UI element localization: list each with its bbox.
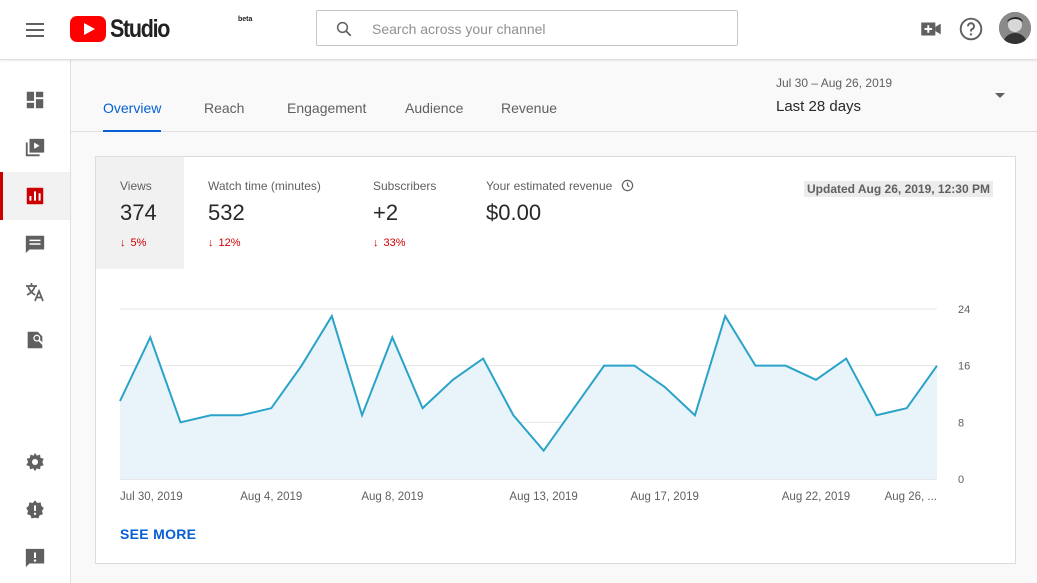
youtube-logo-icon <box>70 16 106 42</box>
sidebar-item-send-feedback[interactable] <box>0 534 70 582</box>
search-box <box>316 10 738 46</box>
x-tick-label: Jul 30, 2019 <box>120 491 183 503</box>
sidebar <box>0 60 71 583</box>
date-range-label: Last 28 days <box>776 98 862 115</box>
help-icon[interactable] <box>958 16 984 42</box>
tab-audience[interactable]: Audience <box>405 100 464 116</box>
gear-icon <box>26 452 44 472</box>
dashboard-icon <box>26 91 44 109</box>
sidebar-item-dashboard[interactable] <box>0 76 70 124</box>
chart-series-line <box>119 313 938 453</box>
see-more-link[interactable]: SEE MORE <box>120 526 197 542</box>
tab-engagement[interactable]: Engagement <box>287 100 367 116</box>
metric-change: ↓ 5% <box>120 237 147 249</box>
updated-timestamp: Updated Aug 26, 2019, 12:30 PM <box>804 181 993 197</box>
sidebar-item-analytics[interactable] <box>0 172 70 220</box>
sidebar-item-comments[interactable] <box>0 220 70 268</box>
tab-reach[interactable]: Reach <box>204 100 245 116</box>
x-tick-label: Aug 8, 2019 <box>361 491 423 503</box>
chevron-down-icon[interactable] <box>995 93 1005 98</box>
date-range-dates: Jul 30 – Aug 26, 2019 <box>776 76 893 90</box>
chart-area-fill <box>120 316 937 479</box>
search-icon[interactable] <box>335 20 353 38</box>
main-content: Overview Reach Engagement Audience Reven… <box>71 60 1037 583</box>
clock-icon[interactable] <box>621 179 634 192</box>
overview-card: Views 374 ↓ 5% Watch time (minutes) 532 ↓… <box>95 156 1016 564</box>
x-tick-label: Aug 26, ... <box>885 491 937 503</box>
metric-change: ↓ 33% <box>373 237 406 249</box>
metric-views[interactable]: Views 374 ↓ 5% <box>96 157 184 269</box>
feedback-icon <box>25 548 45 568</box>
metric-watch-time[interactable]: Watch time (minutes) 532 ↓ 12% <box>184 157 349 269</box>
sidebar-item-feedback[interactable] <box>0 486 70 534</box>
metric-value: $0.00 <box>486 200 542 225</box>
y-tick-label: 0 <box>958 474 964 486</box>
video-library-icon <box>25 138 45 157</box>
x-tick-label: Aug 17, 2019 <box>630 491 698 503</box>
comments-icon <box>25 235 45 254</box>
views-chart: 24 16 8 0 Jul 30, 2019 Aug 4, 2019 Aug 8, 2019… <box>119 304 970 503</box>
arrow-down-icon: ↓ <box>373 237 379 249</box>
alert-icon <box>26 500 44 519</box>
copyright-search-icon <box>27 331 44 349</box>
logo-text: Studio <box>110 14 170 43</box>
arrow-down-icon: ↓ <box>120 237 126 249</box>
avatar-image <box>999 12 1031 44</box>
tabs-bar: Overview Reach Engagement Audience Reven… <box>71 60 1037 132</box>
menu-icon[interactable] <box>22 17 48 43</box>
metric-label: Subscribers <box>373 179 437 193</box>
metric-change: ↓ 12% <box>208 237 241 249</box>
studio-logo[interactable]: Studio beta <box>70 14 252 44</box>
metric-label: Views <box>120 179 152 193</box>
sidebar-item-subtitles[interactable] <box>0 268 70 316</box>
y-tick-label: 8 <box>958 417 964 429</box>
metric-label: Watch time (minutes) <box>208 179 321 193</box>
metric-value: 374 <box>120 200 157 225</box>
arrow-down-icon: ↓ <box>208 237 214 249</box>
metric-value: +2 <box>373 200 399 225</box>
metric-subscribers[interactable]: Subscribers +2 ↓ 33% <box>349 157 462 269</box>
metric-label: Your estimated revenue <box>486 179 634 193</box>
y-tick-label: 16 <box>958 361 970 373</box>
avatar[interactable] <box>999 12 1031 44</box>
x-tick-label: Aug 13, 2019 <box>509 491 577 503</box>
metric-value: 532 <box>208 200 245 225</box>
sidebar-item-videos[interactable] <box>0 124 70 172</box>
create-video-icon[interactable] <box>918 16 944 42</box>
sidebar-item-settings[interactable] <box>0 438 70 486</box>
sidebar-item-copyright[interactable] <box>0 316 70 364</box>
search-input[interactable] <box>372 17 722 41</box>
date-range-picker[interactable]: Jul 30 – Aug 26, 2019 Last 28 days <box>776 76 892 115</box>
translate-icon <box>26 283 44 302</box>
x-tick-label: Aug 22, 2019 <box>782 491 850 503</box>
metric-revenue[interactable]: Your estimated revenue $0.00 <box>462 157 662 269</box>
y-tick-label: 24 <box>958 304 970 316</box>
top-bar: Studio beta <box>0 0 1037 60</box>
analytics-icon <box>26 187 44 205</box>
logo-beta-badge: beta <box>238 16 253 23</box>
tab-revenue[interactable]: Revenue <box>501 100 558 116</box>
x-tick-label: Aug 4, 2019 <box>240 491 302 503</box>
tab-overview[interactable]: Overview <box>103 100 162 132</box>
